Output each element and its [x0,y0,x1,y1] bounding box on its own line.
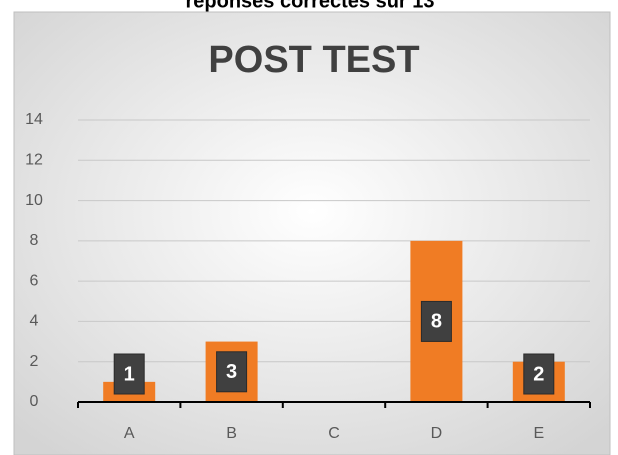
data-label: 3 [226,361,237,383]
data-label: 8 [431,311,442,333]
y-tick-label: 8 [30,232,39,249]
x-tick-label: B [226,425,237,442]
x-tick-label: D [431,425,443,442]
data-label: 2 [533,363,544,385]
y-tick-label: 2 [30,353,39,370]
y-tick-label: 0 [30,393,39,410]
y-tick-label: 12 [25,152,43,169]
x-tick-label: A [124,425,135,442]
data-label-box [420,300,452,342]
y-tick-label: 6 [30,272,39,289]
data-label: 1 [124,363,135,385]
x-tick-label: C [328,425,340,442]
chart-title: POST TEST [208,39,419,81]
y-tick-label: 4 [30,313,39,330]
y-tick-label: 10 [25,192,43,209]
data-label-box [216,351,248,393]
caption: réponses correctes sur 13 [185,0,434,12]
x-tick-label: E [533,425,544,442]
data-label-box [113,353,145,395]
chart-area [13,11,611,455]
y-tick-label: 14 [25,111,43,128]
data-label-box [523,353,555,395]
